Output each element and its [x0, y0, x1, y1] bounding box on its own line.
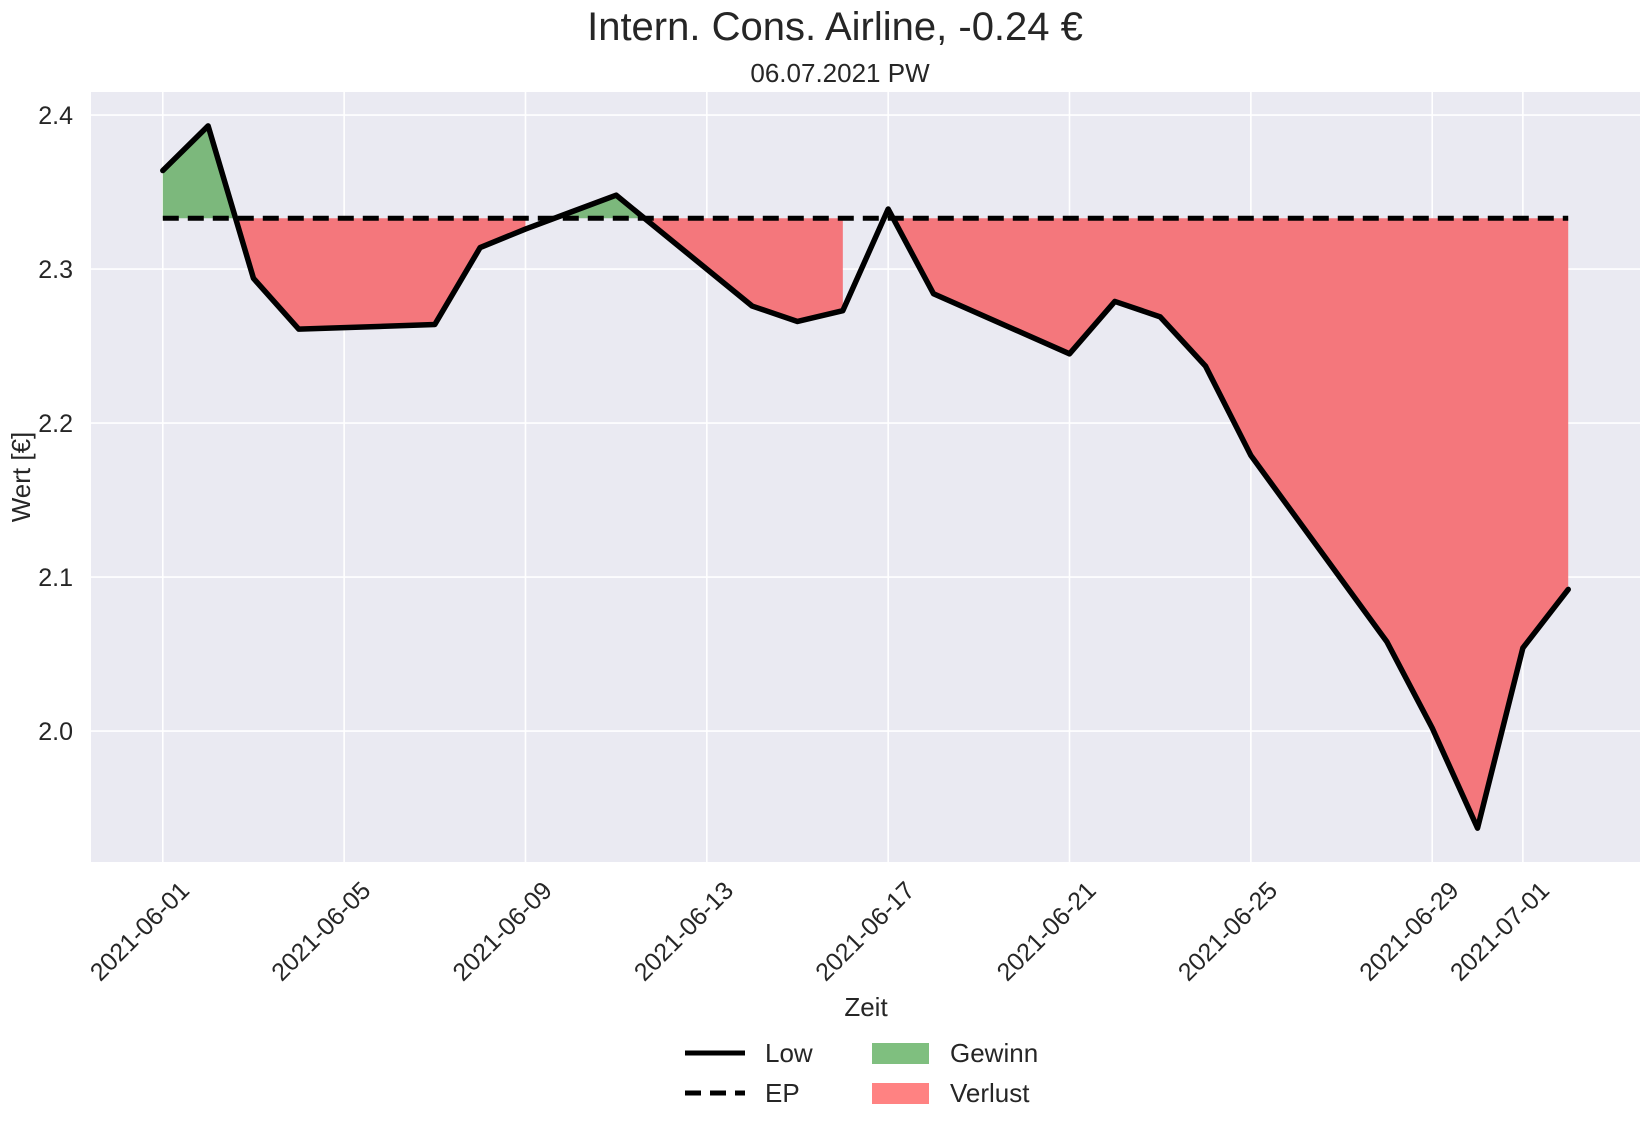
x-axis-ticks: 2021-06-01 2021-06-05 2021-06-09 2021-06-13…	[85, 876, 1555, 986]
y-tick-label: 2.3	[38, 256, 73, 284]
legend-low-label: Low	[765, 1038, 813, 1068]
verlust-area	[893, 218, 1569, 829]
x-tick-label: 2021-06-13	[629, 876, 739, 986]
chart-title: Intern. Cons. Airline, -0.24 €	[587, 5, 1083, 49]
y-axis-ticks: 2.0 2.1 2.2 2.3 2.4	[38, 102, 73, 746]
y-tick-label: 2.1	[38, 564, 73, 592]
x-tick-label: 2021-06-01	[85, 876, 195, 986]
x-tick-label: 2021-06-25	[1173, 876, 1283, 986]
legend-verlust-swatch	[872, 1083, 929, 1104]
y-axis-label: Wert [€]	[6, 432, 36, 523]
legend-gewinn-label: Gewinn	[950, 1038, 1038, 1068]
chart-subtitle: 06.07.2021 PW	[750, 58, 930, 88]
series-lines	[160, 123, 1571, 831]
y-tick-label: 2.4	[38, 102, 73, 130]
low-line	[160, 123, 1571, 831]
x-tick-label: 2021-07-01	[1445, 876, 1555, 986]
legend-ep-label: EP	[765, 1078, 800, 1108]
x-tick-label: 2021-06-17	[810, 876, 920, 986]
y-tick-label: 2.0	[38, 718, 73, 746]
x-tick-label: 2021-06-21	[992, 876, 1102, 986]
x-tick-label: 2021-06-09	[447, 876, 557, 986]
y-tick-label: 2.2	[38, 410, 73, 438]
gewinn-area	[162, 125, 236, 219]
x-tick-label: 2021-06-05	[266, 876, 376, 986]
verlust-area	[235, 218, 526, 330]
legend-verlust-label: Verlust	[950, 1078, 1030, 1108]
x-axis-label: Zeit	[844, 992, 888, 1022]
verlust-area	[644, 218, 843, 322]
legend-gewinn-swatch	[872, 1043, 929, 1064]
legend: Low EP Gewinn Verlust	[685, 1038, 1038, 1108]
